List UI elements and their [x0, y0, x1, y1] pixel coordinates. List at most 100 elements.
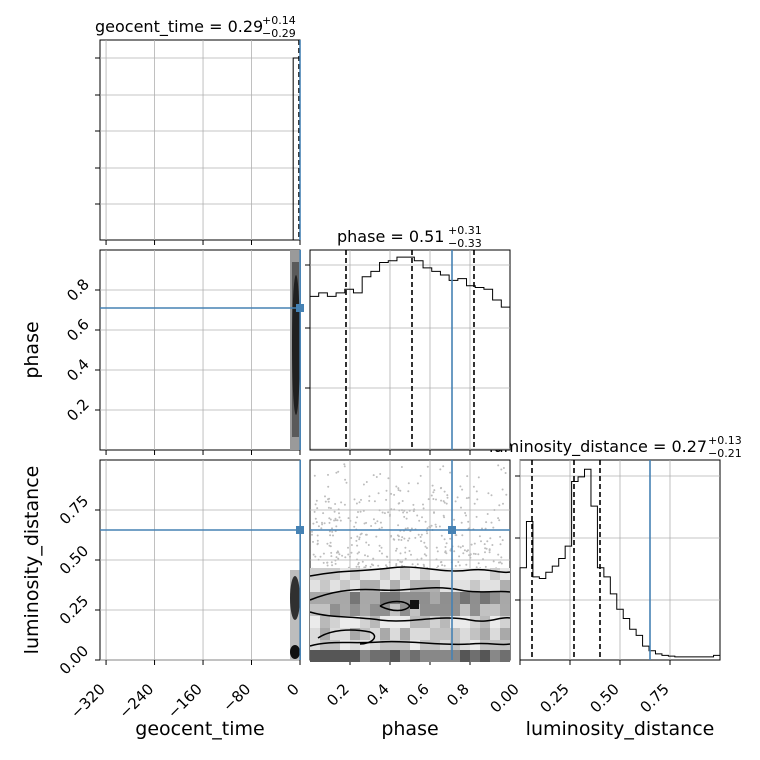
scatter-point — [488, 549, 491, 552]
scatter-point — [489, 537, 492, 540]
scatter-point — [504, 472, 507, 474]
scatter-point — [399, 489, 402, 492]
density-cell — [340, 592, 350, 604]
scatter-point — [312, 553, 315, 556]
scatter-point — [381, 511, 384, 514]
scatter-point — [360, 498, 362, 501]
scatter-point — [408, 509, 411, 512]
scatter-point — [417, 533, 420, 536]
scatter-point — [467, 496, 470, 499]
density-cell — [490, 592, 500, 604]
scatter-point — [449, 471, 452, 474]
scatter-point — [500, 562, 503, 565]
scatter-point — [502, 467, 505, 469]
xtick-label-geocent-3: −80 — [219, 680, 254, 715]
scatter-point — [353, 525, 356, 528]
scatter-point — [393, 493, 396, 496]
density-cell — [390, 580, 400, 592]
scatter-point — [416, 482, 419, 485]
density-cell — [470, 568, 480, 580]
scatter-point — [418, 519, 421, 522]
scatter-point — [435, 558, 438, 561]
scatter-point — [365, 541, 368, 544]
scatter-point — [446, 494, 449, 497]
density-cell — [460, 628, 470, 640]
density-cell — [400, 592, 410, 604]
scatter-point — [491, 544, 494, 546]
density-cell — [330, 616, 340, 628]
scatter-point — [473, 542, 476, 545]
scatter-point — [427, 498, 430, 501]
scatter-point — [442, 465, 445, 468]
scatter-point — [492, 526, 495, 529]
scatter-point — [364, 554, 366, 557]
density-cell — [330, 650, 340, 662]
scatter-point — [487, 492, 490, 495]
scatter-point — [428, 525, 431, 528]
density-cell — [360, 580, 370, 592]
scatter-point — [332, 534, 334, 537]
scatter-point — [317, 525, 320, 528]
scatter-point — [426, 532, 429, 535]
scatter-point — [478, 535, 481, 538]
scatter-point — [445, 542, 448, 545]
density-cell — [420, 568, 430, 580]
scatter-point — [420, 540, 423, 543]
panel-phase-vs-distance-contours — [309, 566, 511, 647]
scatter-point — [347, 553, 350, 556]
density-cell — [430, 616, 440, 628]
density-cell — [490, 568, 500, 580]
scatter-point — [399, 560, 402, 563]
panel-geocent-time-hist-frame — [99, 39, 301, 241]
xtick-label-geocent-2: −160 — [164, 680, 206, 722]
scatter-point — [461, 534, 464, 537]
scatter-point — [397, 487, 400, 490]
scatter-point — [331, 530, 334, 533]
scatter-point — [443, 538, 446, 541]
scatter-point — [435, 498, 437, 501]
density-cell — [360, 592, 370, 604]
scatter-point — [395, 549, 397, 552]
scatter-point — [375, 476, 378, 478]
scatter-point — [406, 527, 409, 530]
scatter-point — [320, 527, 323, 530]
scatter-point — [376, 520, 379, 523]
scatter-point — [498, 561, 500, 564]
xtick-label-phase-3: 0.8 — [443, 680, 473, 710]
density-cell — [400, 640, 410, 652]
scatter-point — [405, 517, 408, 520]
scatter-point — [426, 527, 429, 530]
density-cell — [500, 640, 510, 652]
scatter-point — [454, 564, 457, 567]
panel-luminosity-distance-hist — [515, 459, 721, 665]
density-cell — [450, 640, 460, 652]
scatter-point — [407, 490, 410, 493]
scatter-point — [330, 551, 333, 554]
scatter-point — [459, 546, 462, 549]
panel-luminosity-distance-hist-hist — [519, 468, 720, 660]
density-cell — [480, 640, 490, 652]
density-cell — [380, 650, 390, 662]
density-cell — [370, 650, 380, 662]
density-cell — [370, 628, 380, 640]
density-cell — [410, 628, 420, 640]
panel-geocent-vs-phase: 0.2 0.4 0.6 0.8 — [63, 249, 304, 455]
scatter-point — [486, 540, 489, 543]
panel-geocent-vs-phase-frame — [99, 249, 301, 451]
scatter-point — [329, 518, 332, 521]
scatter-point — [330, 561, 333, 564]
scatter-point — [338, 512, 340, 515]
density-cell — [370, 568, 380, 580]
scatter-point — [484, 551, 486, 554]
density-cell — [500, 604, 510, 616]
scatter-point — [349, 519, 352, 522]
scatter-point — [313, 474, 316, 477]
scatter-point — [378, 509, 381, 512]
density-cell — [350, 640, 360, 652]
scatter-point — [380, 526, 383, 529]
scatter-point — [340, 501, 343, 504]
scatter-point — [368, 495, 371, 498]
title-phase-minus: −0.33 — [448, 237, 482, 250]
title-geocent-time-plus: +0.14 — [262, 14, 296, 27]
